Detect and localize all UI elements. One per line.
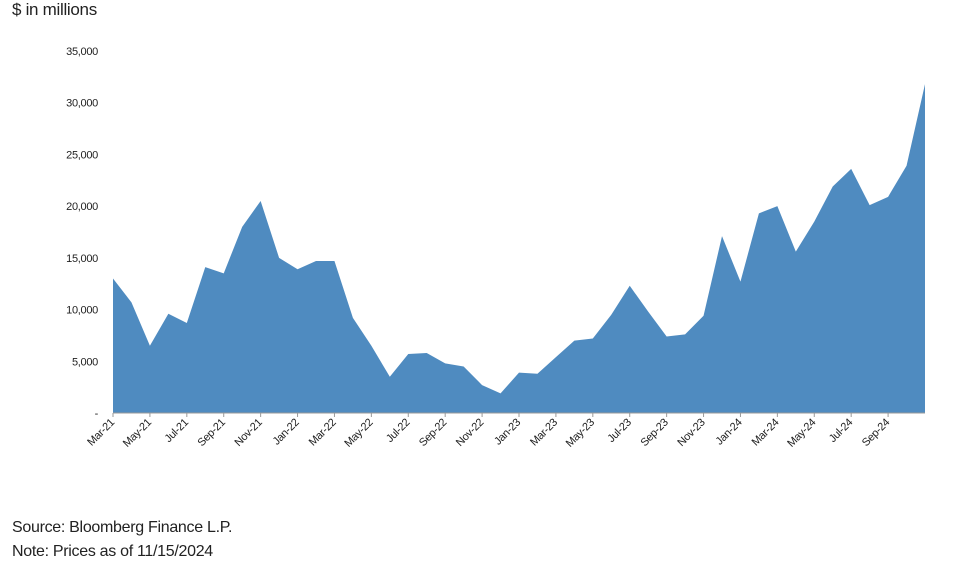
x-tick-label: Nov-22 [454,417,486,449]
x-tick-label: May-22 [342,417,375,450]
x-tick-label: Sep-22 [417,417,449,449]
y-tick-label: 35,000 [66,46,98,58]
x-tick-label: Sep-23 [638,417,670,449]
x-tick-label: Sep-24 [860,417,892,449]
x-tick-label: May-21 [121,417,154,450]
x-tick-label: Mar-23 [528,417,560,449]
x-tick-label: Mar-24 [750,417,782,449]
x-tick-label: Jul-21 [163,417,192,446]
x-tick-label: Jul-22 [384,417,413,446]
y-tick-label: - [95,408,99,420]
x-tick-label: Jul-23 [605,417,634,446]
x-tick-label: Jan-24 [714,417,745,448]
x-tick-label: Nov-21 [232,417,264,449]
y-tick-label: 30,000 [66,98,98,110]
y-tick-label: 5,000 [72,356,98,368]
y-tick-label: 20,000 [66,201,98,213]
y-axis-label: $ in millions [12,0,97,19]
y-tick-label: 15,000 [66,253,98,265]
area [113,84,925,414]
y-tick-label: 10,000 [66,305,98,317]
y-tick-label: 25,000 [66,149,98,161]
x-tick-label: Mar-22 [307,417,339,449]
x-tick-label: Nov-23 [675,417,707,449]
x-tick-label: Sep-21 [196,417,228,449]
x-tick-label: May-23 [564,417,597,450]
x-tick-label: Jan-22 [271,417,302,448]
source: Source: Bloomberg Finance L.P. [12,519,232,536]
note: Note: Prices as of 11/15/2024 [12,543,213,560]
x-tick-label: May-24 [785,417,818,450]
x-tick-label: Jan-23 [492,417,523,448]
x-tick-label: Jul-24 [827,417,856,446]
x-tick-label: Mar-21 [85,417,117,449]
